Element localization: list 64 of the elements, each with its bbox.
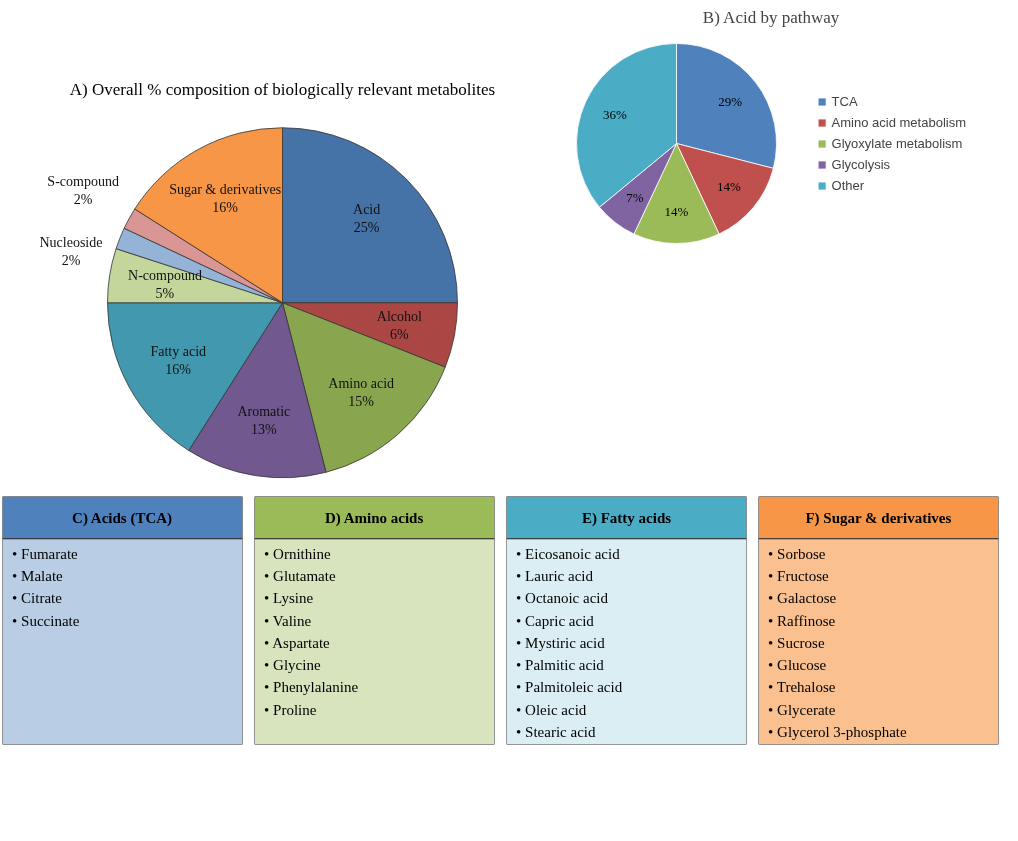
text: • Stearic acid — [516, 724, 596, 741]
text: • Capric acid — [516, 612, 595, 629]
text: • Oleic acid — [516, 701, 587, 718]
text: • Valine — [264, 612, 312, 629]
text: • Fumarate — [12, 545, 79, 562]
data-label: 13% — [251, 421, 278, 437]
text: • Glycine — [264, 657, 321, 674]
text: • Trehalose — [768, 679, 836, 696]
data-label: 7% — [626, 189, 644, 205]
data-label: 25% — [353, 220, 380, 236]
data-label: 15% — [348, 393, 375, 409]
text: • Aspartate — [264, 634, 331, 651]
text: F) Sugar & derivatives — [805, 509, 952, 527]
text: C) Acids (TCA) — [72, 509, 173, 527]
slice-label: Acid — [353, 202, 381, 218]
legend-label: Glyoxylate metabolism — [831, 135, 963, 151]
text: • Glycerol 3-phosphate — [768, 724, 907, 741]
slice-label: N-compound — [128, 267, 202, 283]
data-label: 14% — [716, 179, 741, 195]
slice-label: S-compound — [47, 174, 119, 190]
text: • Lysine — [264, 590, 314, 607]
text: • Fructose — [768, 567, 830, 584]
legend-label: Other — [831, 177, 865, 193]
slice-label: Nucleoside — [39, 234, 103, 250]
text: • Palmitoleic acid — [516, 679, 623, 696]
chart-title: B) Acid by pathway — [702, 7, 840, 27]
data-label: 2% — [61, 252, 81, 268]
text: • Glycerate — [768, 701, 836, 718]
legend-label: TCA — [831, 93, 858, 109]
legend-label: Glycolysis — [831, 156, 891, 172]
text: • Raffinose — [768, 612, 836, 629]
slice-label: Alcohol — [376, 308, 423, 324]
text: • Galactose — [768, 590, 837, 607]
text: • Glucose — [768, 657, 827, 674]
slice-label: Aromatic — [237, 403, 291, 419]
text: • Phenylalanine — [264, 679, 359, 696]
data-label: 16% — [212, 199, 239, 215]
text: • Succinate — [12, 612, 80, 629]
legend-label: Amino acid metabolism — [831, 114, 966, 130]
data-label: 36% — [603, 107, 628, 123]
chart-title: A) Overall % composition of biologically relevant metabolites — [69, 79, 496, 99]
text: • Sucrose — [768, 634, 825, 651]
data-label: 14% — [664, 204, 689, 219]
text: • Palmitic acid — [516, 657, 605, 674]
text: • Sorbose — [768, 545, 826, 562]
text: • Eicosanoic acid — [516, 545, 621, 562]
text: D) Amino acids — [324, 509, 424, 527]
text: • Proline — [264, 701, 317, 718]
slice-label: Fatty acid — [150, 343, 207, 359]
text: • Ornithine — [264, 545, 331, 562]
text: • Glutamate — [264, 567, 336, 584]
data-label: 29% — [718, 94, 743, 110]
data-label: 2% — [73, 192, 93, 208]
text: • Malate — [12, 567, 64, 584]
slice-label: Sugar & derivatives — [169, 181, 282, 197]
text: • Mystiric acid — [516, 634, 606, 651]
data-label: 6% — [390, 326, 410, 342]
text: • Citrate — [12, 590, 63, 607]
data-label: 5% — [155, 285, 175, 301]
slice-label: Amino acid — [328, 375, 395, 391]
data-label: 16% — [165, 361, 192, 377]
text: • Lauric acid — [516, 567, 594, 584]
text: • Octanoic acid — [516, 590, 609, 607]
text: E) Fatty acids — [581, 509, 672, 527]
